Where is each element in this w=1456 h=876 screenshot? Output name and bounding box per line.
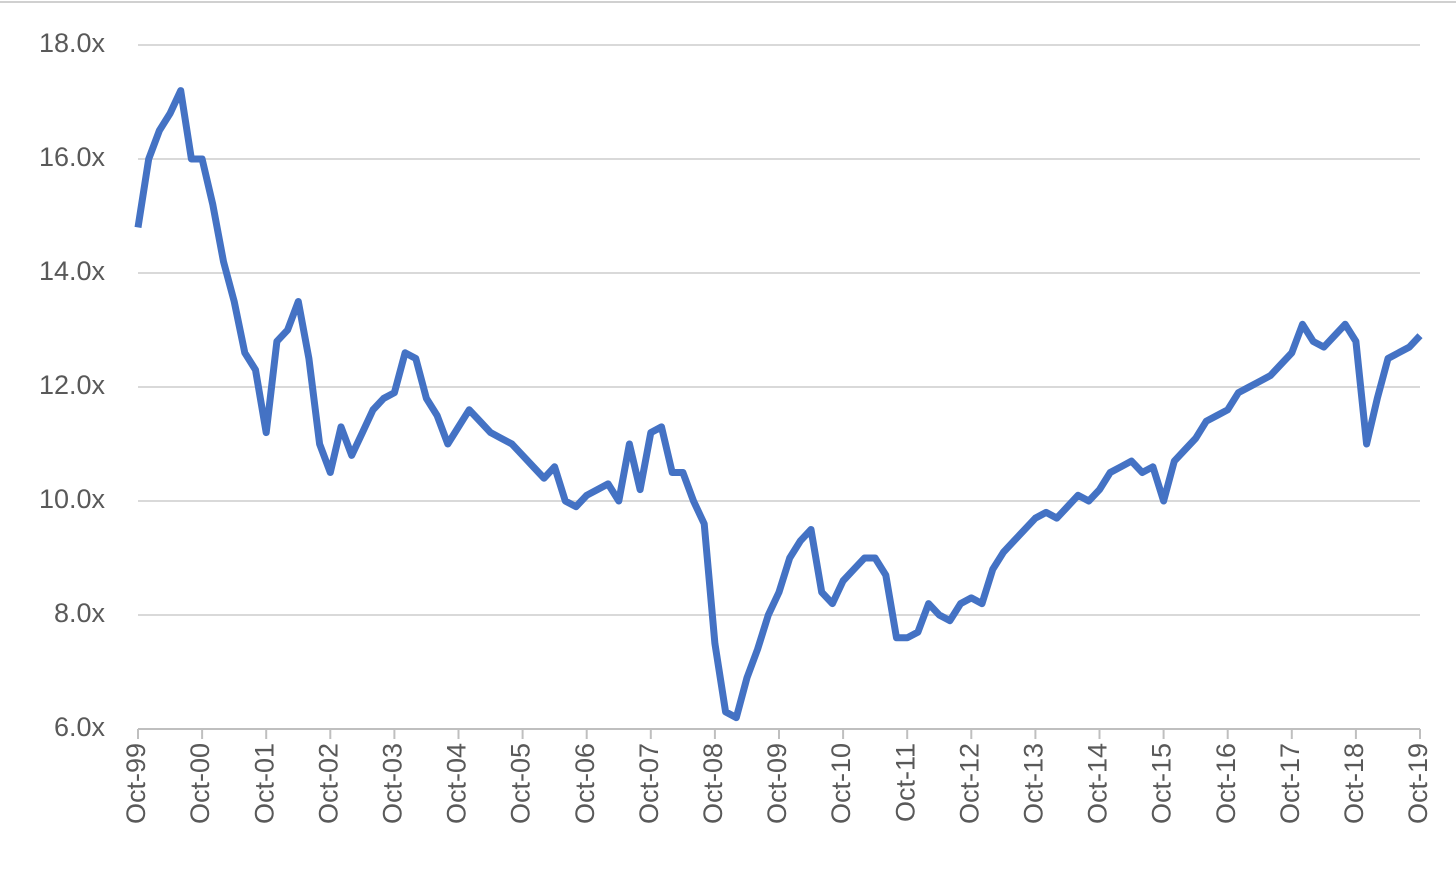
x-tick-label: Oct-13: [1019, 743, 1049, 824]
x-tick-label: Oct-15: [1147, 743, 1177, 824]
x-tick-label: Oct-05: [506, 743, 536, 824]
x-tick-label: Oct-17: [1275, 743, 1305, 824]
y-tick-label: 10.0x: [39, 484, 106, 514]
x-tick-label: Oct-99: [121, 743, 151, 824]
x-tick-label: Oct-16: [1211, 743, 1241, 824]
y-tick-label: 16.0x: [39, 142, 106, 172]
x-tick-label: Oct-00: [185, 743, 215, 824]
x-tick-label: Oct-06: [570, 743, 600, 824]
x-tick-label: Oct-07: [634, 743, 664, 824]
x-tick-label: Oct-01: [249, 743, 279, 824]
x-tick-label: Oct-18: [1339, 743, 1369, 824]
x-tick-label: Oct-14: [1083, 743, 1113, 824]
x-tick-label: Oct-09: [762, 743, 792, 824]
x-tick-label: Oct-04: [442, 743, 472, 824]
x-tick-label: Oct-10: [826, 743, 856, 824]
y-tick-label: 14.0x: [39, 256, 106, 286]
y-tick-label: 18.0x: [39, 28, 106, 58]
x-tick-label: Oct-12: [954, 743, 984, 824]
y-tick-label: 6.0x: [54, 712, 106, 742]
x-tick-label: Oct-03: [378, 743, 408, 824]
x-tick-label: Oct-11: [890, 743, 920, 822]
x-tick-label: Oct-02: [313, 743, 343, 824]
y-tick-label: 8.0x: [54, 598, 106, 628]
series-line: [134, 87, 1423, 722]
y-tick-label: 12.0x: [39, 370, 106, 400]
x-tick-label: Oct-08: [698, 743, 728, 824]
x-tick-label: Oct-19: [1403, 743, 1433, 824]
